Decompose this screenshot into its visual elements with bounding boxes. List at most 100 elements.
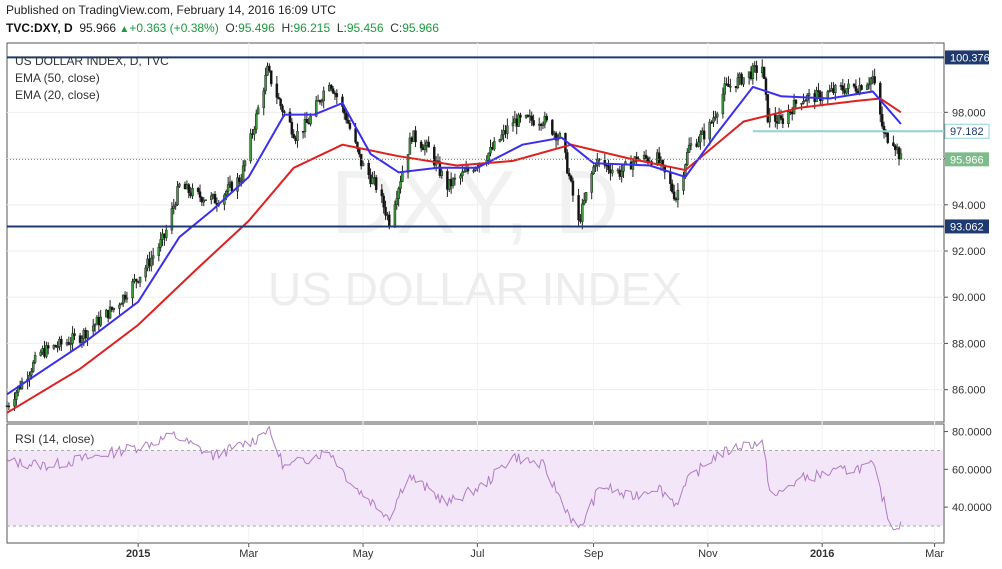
candle-body: [268, 65, 271, 71]
candle-body: [151, 255, 155, 259]
candle-body: [380, 189, 384, 197]
candle-body: [440, 171, 444, 176]
candle-body: [99, 316, 102, 326]
candle-body: [393, 204, 397, 227]
candle-body: [710, 121, 713, 124]
ema20-legend[interactable]: EMA (20, close): [15, 88, 100, 102]
candle-body: [45, 345, 48, 357]
candle-body: [567, 173, 571, 177]
candle-body: [371, 177, 374, 185]
candle-body: [459, 175, 462, 179]
candle-body: [241, 165, 245, 182]
ema50-line: [6, 97, 902, 414]
candle-body: [899, 153, 903, 160]
candle-body: [869, 78, 873, 85]
candle-body: [781, 118, 785, 125]
candle-body: [384, 206, 387, 216]
candle-body: [892, 142, 895, 147]
candle-body: [620, 171, 623, 177]
candle-body: [472, 170, 475, 172]
candle-body: [120, 303, 123, 306]
candle-body: [590, 173, 593, 193]
candle-body: [611, 169, 614, 174]
candle-body: [852, 83, 856, 87]
candle-body: [230, 181, 234, 192]
candle-body: [269, 70, 273, 85]
candle-body: [807, 93, 811, 96]
candle-body: [804, 100, 807, 102]
candle-body: [176, 186, 179, 205]
candle-body: [530, 115, 533, 121]
candle-body: [487, 152, 490, 161]
candle-body: [582, 199, 586, 205]
ema20-line: [6, 85, 902, 396]
short-level-badge: [944, 123, 990, 139]
candle-body: [406, 154, 410, 173]
candle-body: [511, 122, 515, 127]
candle-body: [736, 77, 740, 88]
resistance-label: 100.376: [950, 52, 990, 64]
candle-body: [292, 134, 295, 139]
candle-body: [517, 114, 520, 127]
candle-body: [828, 90, 831, 92]
short-level-label: 97.182: [950, 126, 984, 138]
candle-body: [277, 97, 280, 100]
candle-body: [764, 78, 768, 95]
candle-body: [712, 117, 715, 123]
candle-body: [841, 85, 845, 91]
candle-body: [817, 90, 820, 93]
candle-body: [254, 113, 258, 130]
published-note: Published on TradingView.com, February 1…: [6, 3, 336, 17]
candle-body: [198, 191, 202, 198]
candle-body: [200, 197, 204, 203]
candle-body: [187, 184, 191, 194]
candle-body: [374, 177, 378, 190]
candle-body: [382, 195, 385, 208]
candle-body: [569, 175, 573, 182]
candle-body: [551, 119, 554, 135]
candle-body: [419, 141, 423, 149]
candle-body: [348, 122, 352, 129]
candle-body: [584, 192, 588, 201]
candle-body: [671, 183, 674, 193]
candle-body: [886, 132, 890, 143]
candle-body: [545, 115, 548, 121]
watermark-name: US DOLLAR INDEX: [268, 263, 682, 315]
candle-body: [279, 98, 282, 107]
candle-body: [463, 171, 466, 173]
candle-body: [93, 323, 97, 327]
candle-body: [309, 115, 312, 125]
candle-body: [123, 294, 127, 300]
rsi-pane-frame: [6, 423, 945, 544]
candle-body: [500, 134, 503, 140]
close-label: C:: [390, 21, 403, 35]
candle-body: [714, 116, 717, 119]
candle-body: [125, 297, 129, 300]
candle-body: [150, 257, 153, 267]
candle-body: [401, 172, 404, 182]
candle-body: [39, 351, 42, 356]
ema50-legend[interactable]: EMA (50, close): [15, 71, 100, 85]
candle-body: [787, 111, 790, 125]
candle-body: [202, 200, 206, 203]
candle-body: [777, 115, 781, 124]
candle-body: [453, 177, 457, 180]
candle-body: [170, 208, 174, 231]
open-value: 95.496: [238, 21, 275, 35]
symbol-label[interactable]: TVC:DXY, D: [6, 21, 73, 35]
rsi-legend[interactable]: RSI (14, close): [15, 432, 95, 446]
candle-body: [708, 121, 711, 140]
candle-body: [519, 114, 522, 118]
candle-body: [715, 113, 719, 118]
candle-body: [290, 121, 294, 135]
candle-body: [774, 113, 777, 122]
high-value: 96.215: [293, 21, 331, 35]
candle-body: [54, 345, 57, 348]
candle-body: [303, 118, 307, 132]
resistance-badge: [945, 50, 989, 65]
time-tick-label: Sep: [584, 548, 604, 560]
candle-body: [135, 278, 138, 282]
candle-body: [461, 171, 464, 177]
candle-body: [815, 90, 818, 103]
